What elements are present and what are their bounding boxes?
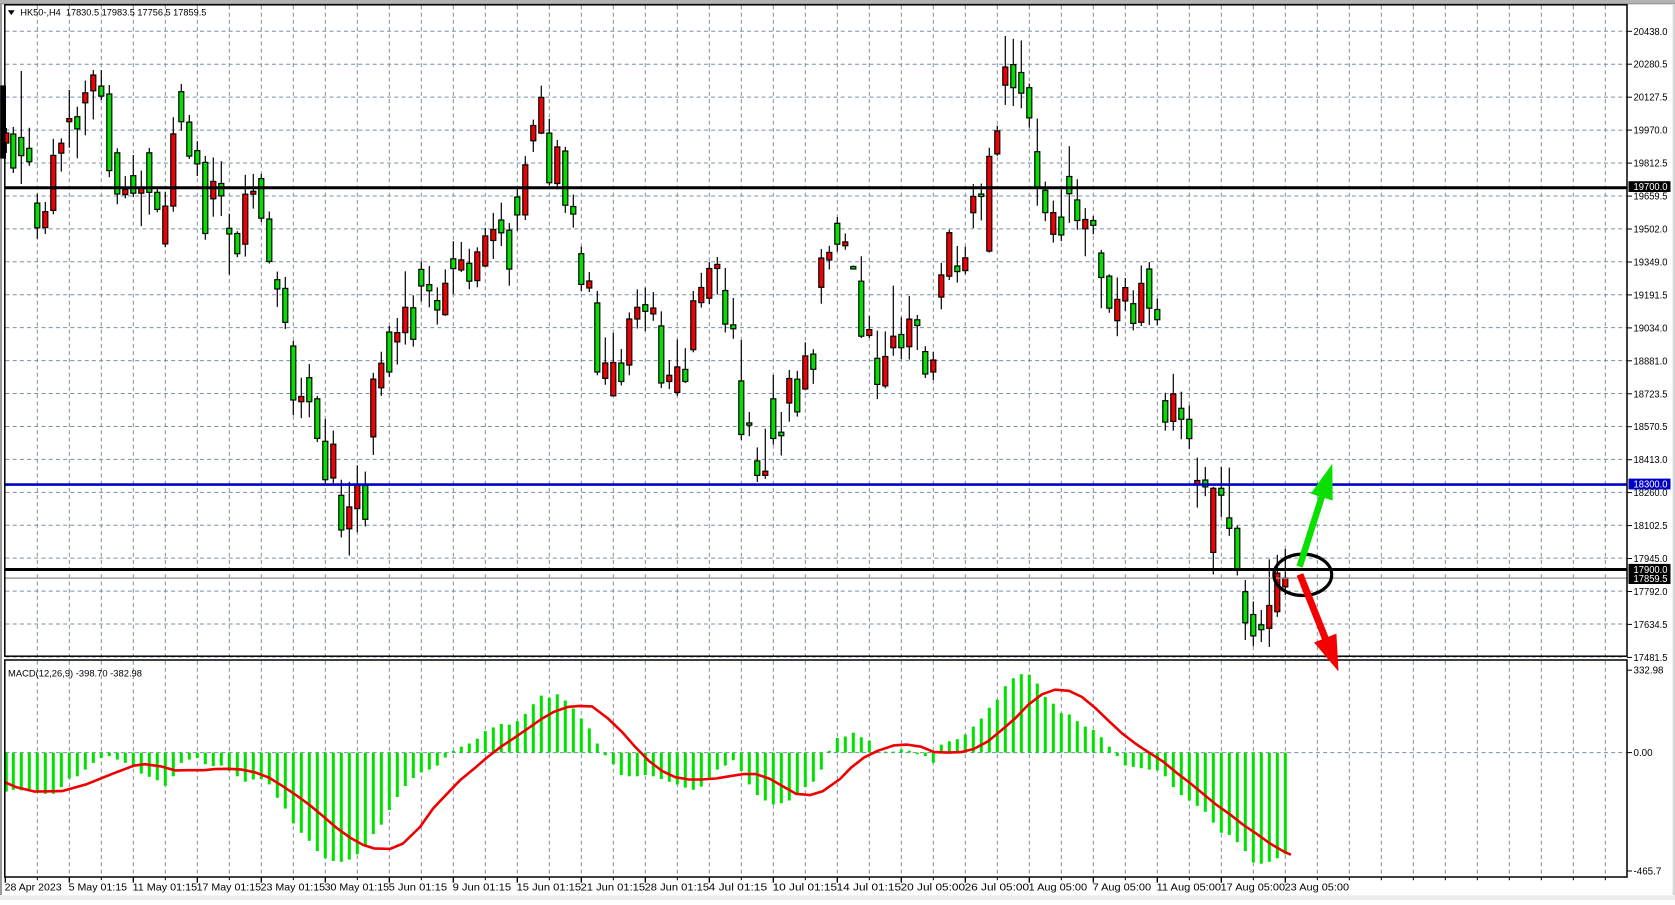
svg-text:17792.0: 17792.0 [1634,587,1669,598]
svg-text:20438.0: 20438.0 [1634,27,1669,38]
svg-text:19970.0: 19970.0 [1634,126,1669,137]
svg-text:20280.5: 20280.5 [1634,60,1669,71]
svg-text:18260.0: 18260.0 [1634,488,1669,499]
svg-text:19812.5: 19812.5 [1634,159,1669,170]
svg-text:17945.0: 17945.0 [1634,554,1669,565]
svg-text:11 Aug 05:00: 11 Aug 05:00 [1157,883,1222,894]
svg-text:18300.0: 18300.0 [1634,480,1669,491]
svg-text:19349.0: 19349.0 [1634,258,1669,269]
svg-text:17481.5: 17481.5 [1634,653,1669,664]
svg-text:17859.5: 17859.5 [1634,574,1669,585]
svg-text:28 Jun 01:15: 28 Jun 01:15 [645,883,710,894]
svg-text:23 May 01:15: 23 May 01:15 [261,883,326,894]
svg-text:17634.5: 17634.5 [1634,620,1669,631]
svg-text:5 Jun 01:15: 5 Jun 01:15 [389,883,448,894]
svg-text:10 Jul 01:15: 10 Jul 01:15 [773,883,838,894]
svg-text:20 Jul 05:00: 20 Jul 05:00 [901,883,966,894]
svg-text:18570.5: 18570.5 [1634,422,1669,433]
svg-text:1 Aug 05:00: 1 Aug 05:00 [1029,883,1088,894]
svg-text:17900.0: 17900.0 [1634,565,1669,576]
svg-text:28 Apr 2023: 28 Apr 2023 [5,883,62,894]
svg-text:19191.5: 19191.5 [1634,290,1669,301]
svg-text:26 Jul 05:00: 26 Jul 05:00 [965,883,1030,894]
svg-text:0.00: 0.00 [1634,748,1654,759]
svg-text:17 Aug 05:00: 17 Aug 05:00 [1221,883,1286,894]
svg-text:30 May 01:15: 30 May 01:15 [325,883,390,894]
svg-text:5 May 01:15: 5 May 01:15 [69,883,128,894]
svg-text:9 Jun 01:15: 9 Jun 01:15 [453,883,512,894]
svg-text:23 Aug 05:00: 23 Aug 05:00 [1285,883,1350,894]
svg-text:7 Aug 05:00: 7 Aug 05:00 [1093,883,1152,894]
svg-text:15 Jun 01:15: 15 Jun 01:15 [517,883,582,894]
svg-text:HK50-,H4 17830.5 17983.5 1775: HK50-,H4 17830.5 17983.5 17756.5 17859.5 [20,7,206,18]
svg-text:MACD(12,26,9) -398.70 -382.98: MACD(12,26,9) -398.70 -382.98 [8,668,142,679]
svg-text:18723.5: 18723.5 [1634,389,1669,400]
svg-text:11 May 01:15: 11 May 01:15 [133,883,198,894]
svg-text:19700.0: 19700.0 [1634,182,1669,193]
svg-text:17 May 01:15: 17 May 01:15 [197,883,262,894]
svg-text:21 Jun 01:15: 21 Jun 01:15 [581,883,646,894]
svg-text:19659.5: 19659.5 [1634,192,1669,203]
svg-text:14 Jul 01:15: 14 Jul 01:15 [837,883,902,894]
svg-text:18413.0: 18413.0 [1634,455,1669,466]
svg-text:332.98: 332.98 [1634,666,1665,677]
svg-text:-465.7: -465.7 [1634,867,1662,878]
svg-text:19034.0: 19034.0 [1634,323,1669,334]
svg-text:18102.5: 18102.5 [1634,521,1669,532]
svg-text:19502.0: 19502.0 [1634,225,1669,236]
svg-text:4 Jul 01:15: 4 Jul 01:15 [709,883,768,894]
svg-text:20127.5: 20127.5 [1634,93,1669,104]
svg-text:18881.0: 18881.0 [1634,356,1669,367]
